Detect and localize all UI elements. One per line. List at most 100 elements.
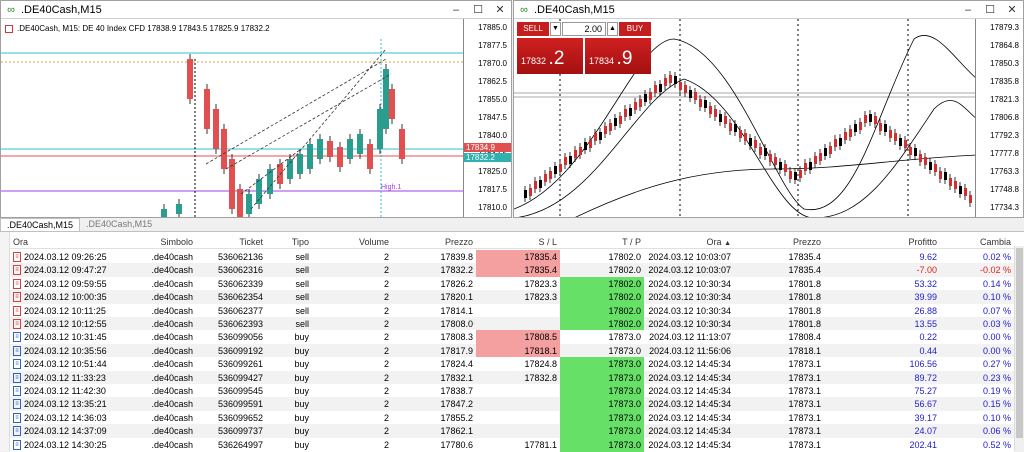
candle-body <box>874 116 877 124</box>
cell-close-time: 2024.03.12 14:45:34 <box>648 359 731 370</box>
candle-body <box>377 109 383 149</box>
right-chart-titlebar[interactable]: ∞ .DE40Cash,M15 – ☐ ✕ <box>514 1 1023 19</box>
tab-chart-2[interactable]: .DE40Cash,M15 <box>86 219 153 229</box>
table-row[interactable]: ≡ 2024.03.12 10:51:44 .de40cash 536099261 bu… <box>10 357 1014 372</box>
cell-open-time: ≡ 2024.03.12 14:30:25 <box>10 438 116 452</box>
col-close-time[interactable]: Ora ▲ <box>644 235 734 248</box>
cell-sl: 17832.8 <box>524 372 557 383</box>
candle-body <box>969 195 972 203</box>
volume-input[interactable]: 2.00 <box>562 22 606 36</box>
volume-increase-icon[interactable]: ▲ <box>607 22 618 36</box>
left-chart-window[interactable]: ∞ .DE40Cash,M15 – ☐ ✕ High.1 .DE40Cash, … <box>0 0 512 218</box>
col-close-price[interactable]: Prezzo <box>792 237 821 247</box>
candle-body <box>664 78 667 86</box>
right-chart-plot[interactable] <box>514 19 977 218</box>
sell-button[interactable]: SELL <box>517 22 549 36</box>
left-chart-canvas[interactable]: High.1 .DE40Cash, M15: DE 40 Index CFD 1… <box>1 19 511 217</box>
col-volume[interactable]: Volume <box>358 237 389 247</box>
candle-body <box>954 181 957 189</box>
col-symbol[interactable]: Simbolo <box>160 237 193 247</box>
candle-body <box>959 186 962 194</box>
tab-chart-1[interactable]: .DE40Cash,M15 <box>0 218 81 231</box>
table-row[interactable]: ≡ 2024.03.12 11:42:30 .de40cash 536099545 bu… <box>10 384 1014 398</box>
cell-type: buy <box>294 439 309 450</box>
cell-price: 17824.4 <box>440 359 473 370</box>
col-change[interactable]: Cambia <box>979 237 1011 247</box>
cell-change: 0.14 % <box>982 278 1011 289</box>
table-scrollbar[interactable] <box>1014 246 1024 451</box>
price-tick-label: 17877.5 <box>478 41 507 50</box>
table-row[interactable]: ≡ 2024.03.12 10:35:56 .de40cash 536099192 bu… <box>10 343 1014 358</box>
right-chart-window[interactable]: ∞ .DE40Cash,M15 – ☐ ✕ SELL ▼ 2.00 ▲ BUY … <box>513 0 1024 218</box>
table-row[interactable]: ≡ 2024.03.12 09:26:25 .de40cash 536062136 se… <box>10 250 1014 264</box>
left-chart-titlebar[interactable]: ∞ .DE40Cash,M15 – ☐ ✕ <box>1 1 511 19</box>
candle-body <box>679 82 682 90</box>
buy-price-box[interactable]: 17834 .9 <box>585 38 651 74</box>
cell-symbol: .de40cash <box>151 292 193 303</box>
col-tp[interactable]: T / P <box>622 237 641 247</box>
price-tick-label: 17748.8 <box>990 185 1019 194</box>
table-row[interactable]: ≡ 2024.03.12 10:12:55 .de40cash 536062393 se… <box>10 317 1014 331</box>
cell-type: buy <box>294 426 309 437</box>
cell-volume: 2 <box>383 439 389 450</box>
open-time-value: 2024.03.12 10:31:45 <box>24 332 107 343</box>
cell-type: buy <box>294 372 309 383</box>
sell-price-box[interactable]: 17832 .2 <box>517 38 583 74</box>
left-chart-info-text: .DE40Cash, M15: DE 40 Index CFD 17838.9 … <box>17 24 270 33</box>
close-icon[interactable]: ✕ <box>495 4 505 16</box>
cell-tp: 17873.0 <box>560 424 644 439</box>
candle-body <box>699 99 702 107</box>
table-row[interactable]: ≡ 2024.03.12 09:47:27 .de40cash 536062316 se… <box>10 263 1014 278</box>
open-time-value: 2024.03.12 10:12:55 <box>24 319 107 329</box>
table-row[interactable]: ≡ 2024.03.12 10:00:35 .de40cash 536062354 se… <box>10 290 1014 305</box>
cell-change: 0.19 % <box>982 386 1011 396</box>
cell-tp: 17873.0 <box>560 397 644 412</box>
table-row[interactable]: ≡ 2024.03.12 10:31:45 .de40cash 536099056 bu… <box>10 330 1014 345</box>
cell-volume: 2 <box>383 265 389 276</box>
buy-button[interactable]: BUY <box>619 22 651 36</box>
cell-close-price: 17818.1 <box>788 345 821 356</box>
left-chart-plot[interactable]: High.1 <box>1 19 465 218</box>
col-ticket[interactable]: Ticket <box>239 237 263 247</box>
cell-close-time: 2024.03.12 14:45:34 <box>648 439 731 450</box>
left-price-axis: 17885.0 17877.5 17870.0 17862.5 17855.0 17847… <box>463 19 511 217</box>
cell-ticket: 536062393 <box>217 319 263 329</box>
maximize-icon[interactable]: ☐ <box>985 4 995 16</box>
cell-close-time: 2024.03.12 14:45:34 <box>648 426 731 437</box>
price-tick-label: 17792.3 <box>990 131 1019 140</box>
table-row[interactable]: ≡ 2024.03.12 13:35:21 .de40cash 536099591 bu… <box>10 397 1014 412</box>
candle-body <box>779 162 782 170</box>
table-header: Ora Simbolo Ticket Tipo Volume Prezzo S … <box>10 235 1014 249</box>
table-row[interactable]: ≡ 2024.03.12 11:33:23 .de40cash 536099427 bu… <box>10 370 1014 385</box>
right-chart-canvas[interactable]: SELL ▼ 2.00 ▲ BUY 17832 .2 17834 .9 1787… <box>514 19 1023 217</box>
candle-body <box>256 179 262 204</box>
cell-open-time: ≡ 2024.03.12 13:35:21 <box>10 397 116 411</box>
close-icon[interactable]: ✕ <box>1007 4 1017 16</box>
col-profit[interactable]: Profitto <box>908 237 937 247</box>
sell-order-icon: ≡ <box>13 278 21 289</box>
table-row[interactable]: ≡ 2024.03.12 09:59:55 .de40cash 536062339 se… <box>10 276 1014 291</box>
col-open-time[interactable]: Ora <box>13 236 29 247</box>
col-price[interactable]: Prezzo <box>444 237 473 247</box>
scrollbar-thumb[interactable] <box>1016 248 1023 438</box>
table-row[interactable]: ≡ 2024.03.12 10:11:25 .de40cash 536062377 se… <box>10 303 1014 318</box>
minimize-icon[interactable]: – <box>452 3 460 16</box>
cell-change: 0.06 % <box>982 426 1011 437</box>
table-row[interactable]: ≡ 2024.03.12 14:36:03 .de40cash 536099652 bu… <box>10 410 1014 425</box>
cell-type: buy <box>294 332 309 343</box>
col-type[interactable]: Tipo <box>291 237 309 247</box>
buy-order-icon: ≡ <box>13 372 21 383</box>
table-row[interactable]: ≡ 2024.03.12 14:30:25 .de40cash 536264997 bu… <box>10 437 1014 452</box>
table-row[interactable]: ≡ 2024.03.12 14:37:09 .de40cash 536099737 bu… <box>10 424 1014 439</box>
col-sl[interactable]: S / L <box>538 237 557 247</box>
maximize-icon[interactable]: ☐ <box>473 4 483 16</box>
cell-close-price: 17801.8 <box>788 278 821 289</box>
candle-body <box>919 154 922 162</box>
cell-change: 0.02 % <box>982 252 1011 262</box>
volume-decrease-icon[interactable]: ▼ <box>550 22 561 36</box>
cell-close-time: 2024.03.12 11:56:06 <box>649 345 731 356</box>
cell-change: 0.00 % <box>982 332 1011 343</box>
minimize-icon[interactable]: – <box>964 3 972 16</box>
toolbox-side-strip[interactable] <box>0 232 10 451</box>
cell-volume: 2 <box>383 332 389 343</box>
